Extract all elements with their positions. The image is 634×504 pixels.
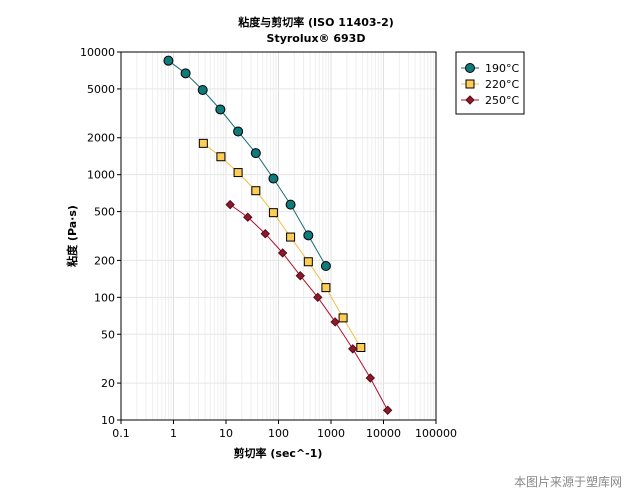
data-point	[303, 257, 313, 267]
y-tick-label: 10	[101, 414, 115, 427]
y-tick-label: 2000	[87, 132, 115, 145]
ticks-layer: 0.1 1 10 100 1000 10000 100000 10 20 50 100 200 500 1…	[80, 46, 457, 440]
data-point	[198, 138, 208, 148]
x-tick-label: 0.1	[112, 427, 130, 440]
legend-items: 190°C 220°C 250°C	[461, 62, 519, 107]
data-point	[197, 85, 208, 96]
series-2	[225, 199, 393, 415]
data-point	[268, 208, 278, 218]
x-tick-label: 10	[219, 427, 233, 440]
grid-layer	[121, 52, 436, 420]
data-point	[216, 152, 226, 162]
data-point	[330, 317, 340, 327]
data-point	[320, 261, 331, 272]
watermark-text: 本图片来源于塑库网	[514, 474, 622, 489]
legend: 190°C 220°C 250°C	[455, 51, 525, 115]
data-point	[321, 283, 331, 293]
y-tick-label: 1000	[87, 169, 115, 182]
legend-label: 220°C	[485, 78, 519, 91]
data-point	[180, 68, 191, 79]
data-point	[250, 148, 261, 159]
data-point	[233, 126, 244, 137]
legend-item: 250°C	[461, 94, 519, 107]
data-point	[285, 199, 296, 210]
chart-subtitle: Styrolux® 693D	[267, 32, 366, 45]
x-tick-label: 10000	[366, 427, 401, 440]
legend-label: 190°C	[485, 62, 519, 75]
data-point	[277, 248, 288, 258]
data-point	[233, 168, 243, 178]
data-point	[313, 292, 323, 303]
data-point	[356, 342, 366, 352]
series-line	[168, 60, 327, 267]
y-tick-label: 100	[94, 291, 115, 304]
legend-marker	[465, 79, 475, 89]
legend-marker	[465, 63, 475, 73]
chart-title: 粘度与剪切率 (ISO 11403-2)	[238, 15, 394, 29]
data-point	[295, 271, 305, 281]
data-point	[243, 212, 253, 222]
y-axis-label: 粘度 (Pa·s)	[65, 205, 79, 267]
y-tick-label: 200	[94, 254, 115, 267]
series-layer	[163, 55, 393, 415]
x-axis-label: 剪切率 (sec^-1)	[234, 446, 323, 460]
data-point	[286, 232, 296, 242]
x-tick-label: 1000	[317, 427, 345, 440]
data-point	[338, 313, 348, 323]
data-point	[225, 199, 235, 210]
data-point	[303, 230, 314, 241]
data-point	[382, 405, 393, 415]
y-tick-label: 10000	[80, 46, 115, 59]
y-tick-label: 5000	[87, 83, 115, 96]
series-line	[202, 143, 362, 348]
series-line	[229, 204, 389, 411]
x-tick-label: 100000	[415, 427, 457, 440]
legend-label: 250°C	[485, 94, 519, 107]
legend-item: 190°C	[461, 62, 519, 75]
series-1	[198, 138, 366, 352]
data-point	[365, 373, 375, 383]
y-tick-label: 500	[94, 206, 115, 219]
data-point	[163, 55, 174, 66]
y-tick-label: 50	[101, 328, 115, 341]
data-point	[260, 229, 270, 239]
data-point	[348, 344, 358, 354]
series-0	[163, 55, 331, 272]
x-tick-label: 100	[268, 427, 289, 440]
data-point	[251, 186, 261, 196]
data-point	[268, 173, 279, 184]
x-tick-label: 1	[170, 427, 177, 440]
legend-item: 220°C	[461, 78, 519, 91]
legend-marker	[465, 95, 475, 105]
y-tick-label: 20	[101, 377, 115, 390]
data-point	[215, 104, 226, 115]
